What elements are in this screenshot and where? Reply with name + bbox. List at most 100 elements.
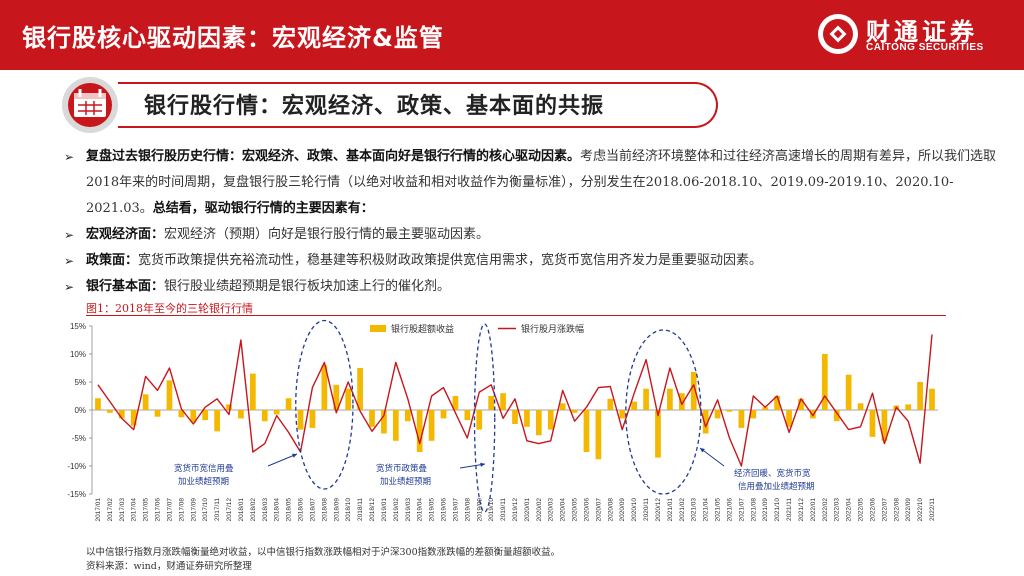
x-tick-label: 2022/10: [917, 498, 924, 522]
bank-stock-chart: 15% 10% 5% 0% -5% -10% -15% 2017/01 2017/02 2017/…: [67, 319, 938, 522]
x-tick-label: 2017/06: [155, 498, 162, 522]
bar: [345, 388, 352, 410]
x-tick-label: 2017/11: [214, 498, 221, 521]
x-tick-label: 2021/05: [715, 498, 722, 522]
bar: [118, 410, 125, 419]
x-tick-label: 2021/04: [703, 498, 710, 522]
x-tick-label: 2019/07: [452, 498, 459, 522]
x-tick-label: 2019/03: [405, 498, 412, 522]
bar: [261, 410, 268, 422]
x-tick-label: 2019/06: [441, 498, 448, 522]
x-tick-label: 2020/06: [584, 498, 591, 522]
bullet-text: 考虑当前经济环境整体和过往经济高速增长的周期有差异，所以我们选取2018年来的时…: [86, 149, 997, 216]
annotation-arrowhead: [292, 453, 297, 458]
bar: [452, 396, 459, 410]
bar: [464, 410, 471, 421]
x-tick-label: 2019/08: [464, 498, 471, 522]
bar: [273, 410, 280, 415]
brand-name-cn: 财通证券: [866, 18, 978, 46]
x-tick-label: 2017/09: [190, 498, 197, 522]
bar: [821, 354, 828, 410]
x-tick-label: 2019/12: [512, 498, 519, 522]
x-tick-label: 2022/08: [893, 498, 900, 522]
x-tick-label: 2020/03: [548, 498, 555, 522]
bar: [619, 410, 626, 419]
x-tick-label: 2018/10: [345, 498, 352, 522]
x-tick-label: 2021/02: [679, 498, 686, 522]
bullet-item-macro: ➢ 宏观经济面：宏观经济（预期）向好是银行股行情的最主要驱动因素。: [64, 222, 1004, 248]
bar: [929, 388, 935, 410]
annotation-arrow: [267, 453, 298, 467]
bullet-text: 宽货币政策提供充裕流动性，稳基建等积极财政政策提供宽信用需求，宽货币宽信用齐发力…: [138, 253, 763, 268]
x-tick-label: 2018/03: [262, 498, 269, 522]
bar: [238, 410, 244, 419]
bar: [404, 410, 411, 422]
x-tick-label: 2021/09: [762, 498, 769, 522]
bullet-item-review: ➢ 复盘过去银行股历史行情：宏观经济、政策、基本面向好是银行行情的核心驱动因素。…: [64, 144, 1004, 222]
x-tick-label: 2018/07: [309, 498, 316, 522]
bullet-list: ➢ 复盘过去银行股历史行情：宏观经济、政策、基本面向好是银行行情的核心驱动因素。…: [64, 144, 1004, 300]
highlight-ellipse: [625, 329, 702, 495]
bar: [500, 393, 506, 410]
annotation-text: 信用叠加业绩超预期: [738, 481, 815, 492]
x-tick-label: 2017/01: [95, 498, 102, 522]
x-tick-label: 2019/01: [381, 498, 388, 522]
bar: [869, 410, 876, 437]
bar: [559, 403, 566, 410]
bar: [226, 404, 232, 410]
bar: [333, 384, 340, 410]
bar: [357, 368, 363, 410]
bar: [95, 398, 101, 410]
bullet-item-policy: ➢ 政策面：宽货币政策提供充裕流动性，稳基建等积极财政政策提供宽信用需求，宽货币…: [64, 248, 1004, 274]
bar: [607, 398, 614, 410]
x-tick-label: 2021/12: [798, 498, 805, 522]
bar: [738, 410, 745, 428]
bar: [726, 410, 733, 412]
y-tick-label: 10%: [70, 350, 86, 359]
legend-label-line: 银行股月涨跌幅: [521, 323, 584, 335]
bar: [202, 410, 209, 421]
bar: [249, 373, 256, 410]
x-tick-label: 2017/02: [107, 498, 114, 522]
legend-label-bar: 银行股超额收益: [391, 323, 454, 335]
annotation-arrowhead: [480, 462, 485, 467]
x-tick-label: 2022/07: [881, 498, 888, 522]
x-tick-label: 2018/08: [321, 498, 328, 522]
section-title: 银行股行情：宏观经济、政策、基本面的共振: [144, 94, 605, 119]
x-tick-label: 2017/07: [167, 498, 174, 522]
bar: [774, 396, 781, 410]
y-tick-label: 15%: [70, 322, 86, 331]
arrow-bullet-icon: ➢: [64, 280, 75, 294]
x-tick-label: 2020/08: [607, 498, 614, 522]
bar: [524, 410, 530, 427]
bar: [416, 410, 423, 452]
figure-title: 图1：2018年至今的三轮银行行情: [86, 302, 253, 315]
bar: [690, 371, 697, 410]
bar: [798, 398, 804, 410]
bar: [643, 388, 649, 410]
bar: [810, 410, 816, 419]
figure-source: 资料来源：wind，财通证券研究所整理: [86, 561, 252, 572]
x-tick-label: 2018/06: [298, 498, 305, 522]
x-tick-label: 2019/02: [393, 498, 400, 522]
header-bar: 银行股核心驱动因素：宏观经济&监管 财通证券 CAITONG SECURITIE…: [0, 0, 1024, 70]
figure-note: 以中信银行指数月涨跌幅衡量绝对收益，以中信银行指数涨跌幅相对于沪深300指数涨跌…: [86, 547, 561, 558]
bar: [107, 410, 113, 413]
bar: [655, 410, 661, 458]
x-tick-label: 2018/01: [238, 498, 245, 522]
bar: [297, 410, 304, 430]
bar: [428, 410, 435, 441]
x-tick-label: 2022/02: [822, 498, 829, 522]
x-tick-label: 2018/12: [369, 498, 376, 522]
bullet-item-fundamentals: ➢ 银行基本面：银行股业绩超预期是银行板块加速上行的催化剂。: [64, 274, 1004, 300]
x-tick-label: 2021/06: [727, 498, 734, 522]
bar: [214, 410, 220, 432]
bar: [678, 393, 685, 410]
x-tick-label: 2019/11: [500, 498, 507, 521]
annotation-text: 宽货币政策叠: [376, 463, 428, 474]
x-tick-label: 2017/04: [131, 498, 138, 522]
calendar-badge-icon: [62, 77, 118, 133]
bar: [750, 410, 757, 419]
bar: [535, 410, 542, 436]
bar: [381, 410, 387, 434]
